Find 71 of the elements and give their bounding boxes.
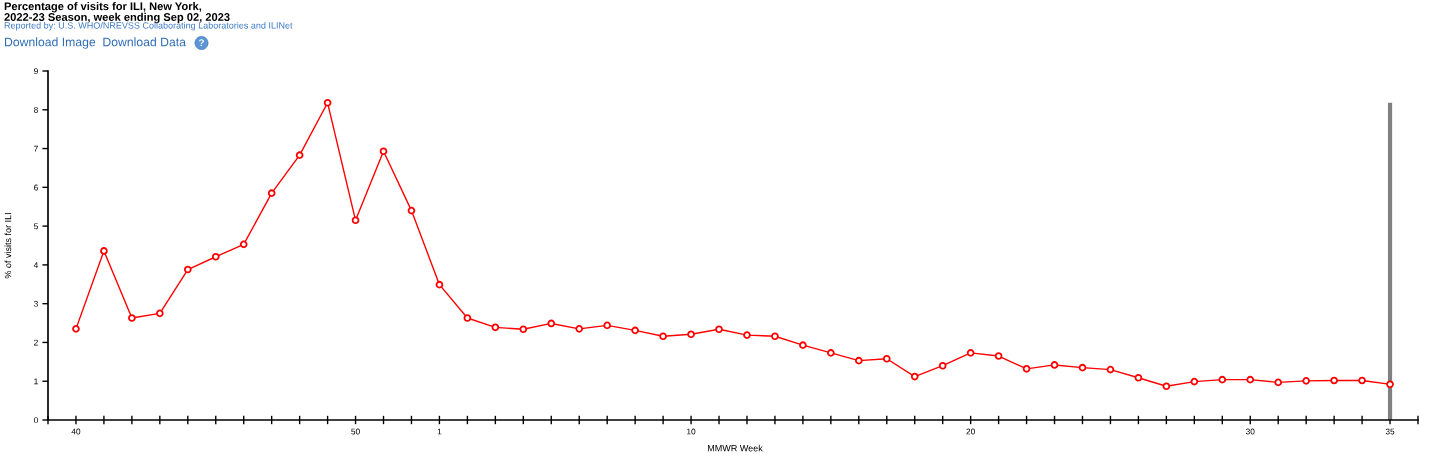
point <box>435 280 444 289</box>
point <box>1246 375 1255 384</box>
y-tick-label: 0 <box>33 417 38 424</box>
point <box>715 325 723 334</box>
text: ? <box>198 39 204 47</box>
point <box>1078 363 1087 372</box>
point <box>379 147 388 156</box>
point <box>239 240 248 249</box>
point <box>631 326 639 335</box>
point <box>938 361 947 370</box>
point <box>1106 365 1115 374</box>
chart-subtitle: Reported by: U.S. WHO/NREVSS Collaborating Laboratories and ILINet <box>4 22 293 31</box>
point <box>1218 375 1227 384</box>
x-tick-label: 10 <box>687 428 696 435</box>
y-tick-label: 6 <box>34 184 38 191</box>
point <box>323 98 332 107</box>
point <box>72 325 80 333</box>
y-tick-label: 9 <box>34 68 38 75</box>
point <box>1386 380 1394 389</box>
point <box>211 252 220 261</box>
point <box>491 323 500 332</box>
point <box>882 354 891 363</box>
point <box>351 216 360 225</box>
point <box>1134 373 1143 382</box>
point <box>966 349 975 357</box>
y-tick-label: 7 <box>34 145 38 152</box>
point <box>407 206 416 215</box>
point <box>743 331 751 339</box>
point <box>687 330 695 339</box>
x-tick-label: 35 <box>1385 428 1395 435</box>
text: Download Image <box>5 37 96 49</box>
point <box>1330 376 1338 385</box>
x-tick-label: 50 <box>351 428 360 435</box>
point <box>1190 377 1199 386</box>
y-tick-label: 8 <box>34 106 38 113</box>
point <box>1162 382 1171 391</box>
y-tick-label: 5 <box>33 223 38 230</box>
y-tick-label: 4 <box>33 262 39 268</box>
y-tick-label: 3 <box>33 300 38 307</box>
x-axis-title: MMWR Week <box>707 444 763 452</box>
point <box>1050 361 1059 369</box>
x-tick-label: 1 <box>437 428 442 435</box>
point <box>827 349 835 357</box>
point <box>910 372 919 381</box>
y-tick-label: 2 <box>34 339 38 346</box>
point <box>659 332 667 341</box>
point <box>100 247 108 255</box>
text: Download Data <box>103 37 186 47</box>
point <box>771 332 779 341</box>
point <box>1358 376 1366 385</box>
point <box>156 309 164 318</box>
y-axis-title: % of visits for ILI <box>4 213 12 279</box>
point <box>463 314 472 322</box>
y-tick-label: 1 <box>34 378 38 385</box>
point <box>575 325 584 333</box>
point <box>799 341 807 349</box>
point <box>854 356 863 365</box>
x-tick-label: 20 <box>966 428 975 435</box>
point <box>128 314 136 322</box>
point <box>183 265 192 274</box>
point <box>519 325 528 334</box>
point <box>295 151 304 159</box>
point <box>1022 364 1031 373</box>
x-tick-label: 40 <box>71 428 81 435</box>
point <box>1302 377 1310 385</box>
point <box>547 319 556 328</box>
point <box>267 189 276 197</box>
x-tick-label: 30 <box>1245 428 1255 435</box>
point <box>1274 378 1283 387</box>
point <box>603 321 612 330</box>
point <box>994 352 1003 360</box>
